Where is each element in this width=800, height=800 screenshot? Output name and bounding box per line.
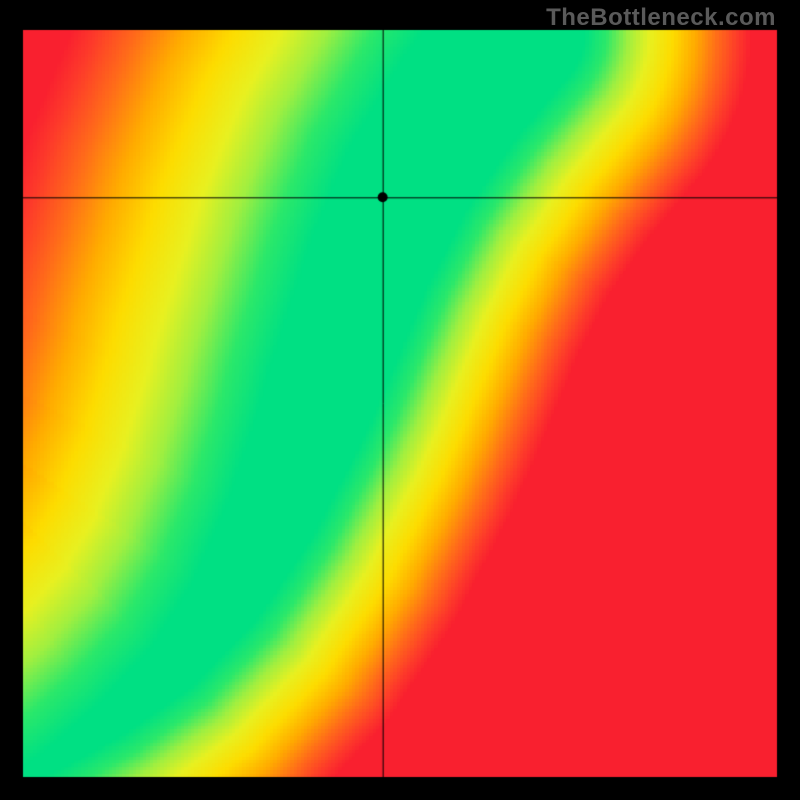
bottleneck-heatmap — [0, 0, 800, 800]
watermark-text: TheBottleneck.com — [546, 4, 776, 32]
